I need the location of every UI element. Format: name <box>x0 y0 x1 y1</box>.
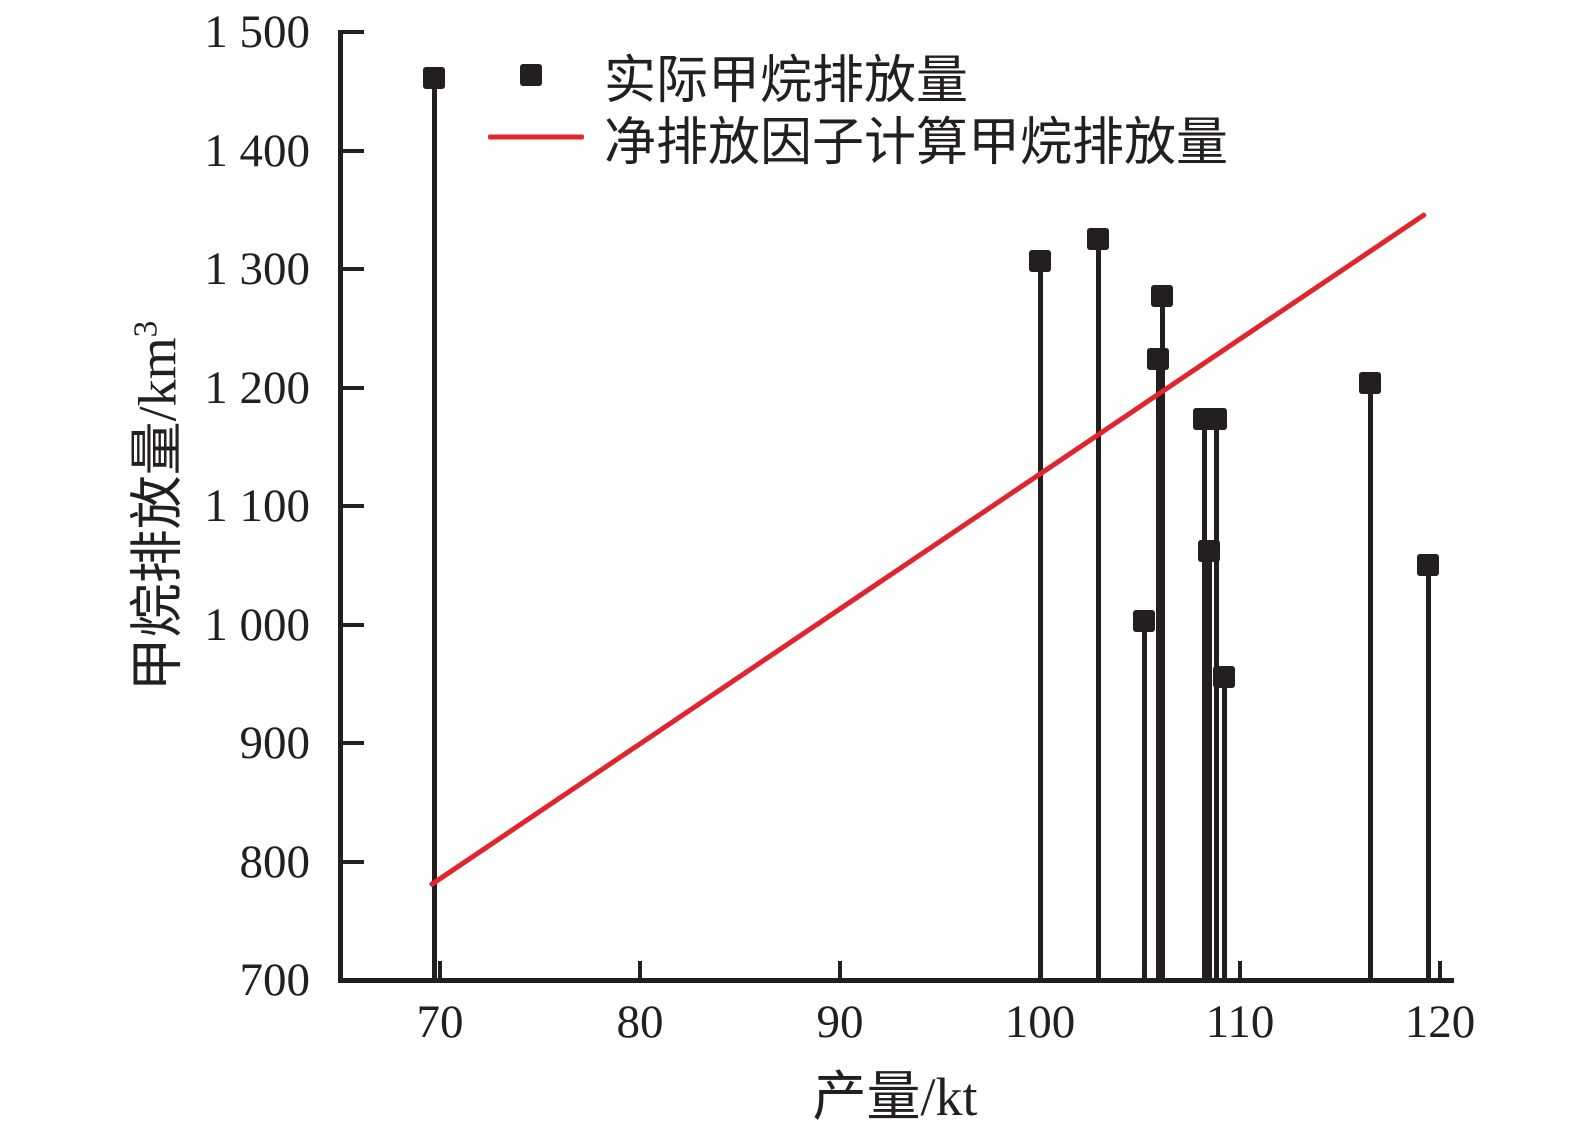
data-stem <box>1141 620 1147 980</box>
y-tick <box>343 978 364 982</box>
x-tick-label: 120 <box>1404 996 1476 1048</box>
data-point-marker <box>1133 609 1155 632</box>
y-tick <box>343 741 364 745</box>
y-tick-label: 1 400 <box>204 124 310 177</box>
trend-line <box>428 211 1428 888</box>
x-tick-label: 100 <box>1004 996 1076 1048</box>
data-point-marker <box>1417 554 1439 577</box>
y-tick-label: 1 300 <box>204 243 310 295</box>
data-stem <box>1155 359 1161 980</box>
data-stem <box>1367 382 1373 980</box>
legend-item-actual: 实际甲烷排放量 <box>486 44 1228 110</box>
y-tick-label: 1 500 <box>204 6 310 58</box>
y-tick <box>343 622 364 627</box>
legend-label-calculated: 净排放因子计算甲烷排放量 <box>604 114 1229 172</box>
y-tick <box>343 267 364 271</box>
data-stem <box>1201 419 1207 980</box>
legend-item-calculated: 净排放因子计算甲烷排放量 <box>486 106 1228 172</box>
y-tick <box>343 504 364 508</box>
data-point-marker <box>1147 348 1169 371</box>
data-point-marker <box>1205 408 1227 431</box>
x-axis-line <box>338 978 1454 983</box>
x-axis-title: 产量/kt <box>812 1067 978 1127</box>
x-tick <box>1238 961 1242 982</box>
y-axis-line <box>338 30 343 982</box>
data-stem <box>1095 239 1101 980</box>
data-point-marker <box>1029 249 1051 272</box>
y-tick-label: 1 000 <box>204 598 310 651</box>
data-stem <box>1206 551 1212 980</box>
data-point-marker <box>1359 371 1381 394</box>
data-stem <box>1221 676 1227 980</box>
legend-label-actual: 实际甲烷排放量 <box>604 52 969 110</box>
y-tick <box>343 30 364 34</box>
y-tick <box>343 148 364 153</box>
data-point-marker <box>1087 228 1109 251</box>
data-point-marker <box>1151 285 1173 308</box>
data-stem <box>431 78 437 980</box>
x-tick-label: 90 <box>816 996 864 1048</box>
y-tick-label: 1 200 <box>204 361 310 414</box>
data-point-marker <box>423 67 445 90</box>
y-axis-title-exponent: 3 <box>127 320 165 338</box>
y-tick-label: 900 <box>239 717 311 769</box>
data-stem <box>1037 260 1043 980</box>
x-tick-label: 70 <box>416 996 464 1048</box>
data-stem <box>1159 296 1165 980</box>
x-tick <box>638 961 642 982</box>
x-tick <box>1438 961 1442 982</box>
x-tick <box>838 961 842 982</box>
x-tick-label: 110 <box>1205 996 1275 1048</box>
red-line-icon <box>488 134 584 140</box>
x-tick <box>1038 961 1042 982</box>
legend: 实际甲烷排放量 净排放因子计算甲烷排放量 <box>486 44 1228 172</box>
x-tick <box>438 961 442 982</box>
square-marker-icon <box>520 64 542 86</box>
y-tick <box>343 385 364 390</box>
y-tick <box>343 859 364 864</box>
data-stem <box>1425 565 1431 980</box>
y-tick-label: 800 <box>239 835 311 888</box>
y-tick-label: 700 <box>239 954 311 1006</box>
data-stem <box>1213 419 1219 980</box>
x-tick-label: 80 <box>616 996 664 1048</box>
data-point-marker <box>1213 665 1235 688</box>
y-tick-label: 1 100 <box>204 480 310 532</box>
